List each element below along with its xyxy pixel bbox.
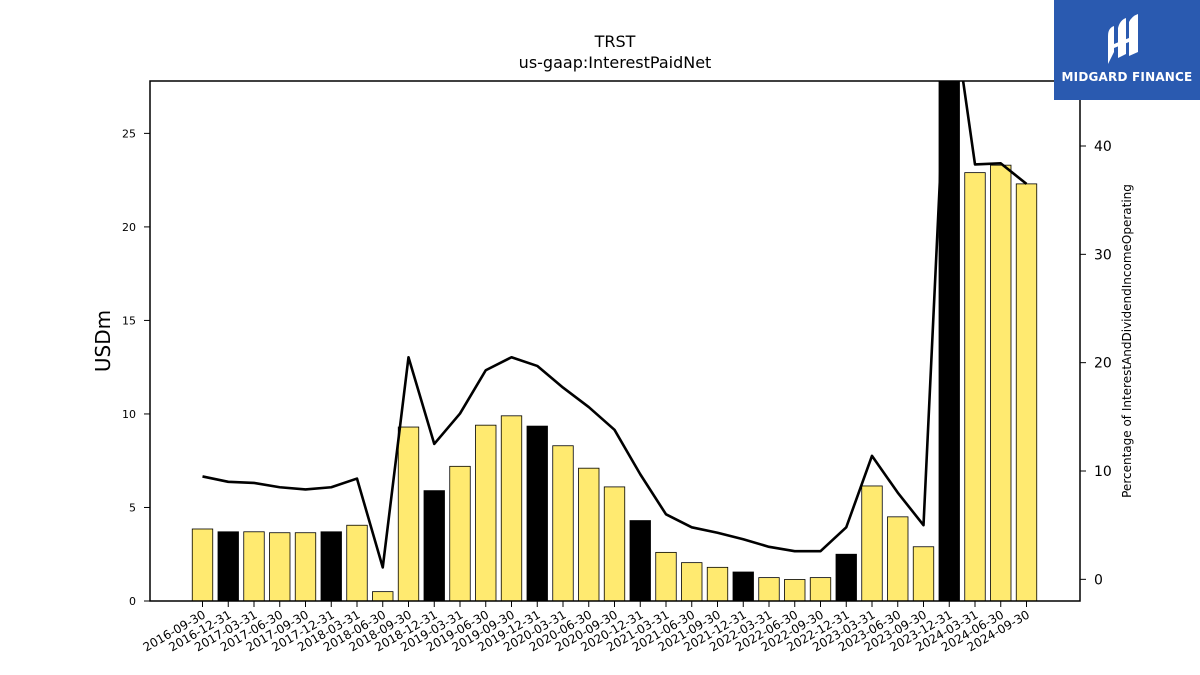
- chart-title: TRST: [594, 32, 636, 51]
- bar-series: [191, 81, 1038, 601]
- left-tick-label: 15: [122, 314, 136, 327]
- bar-2019-09-30: [500, 415, 523, 601]
- brand-logo: MIDGARD FINANCE: [1054, 0, 1200, 100]
- bar-2018-06-30: [372, 591, 394, 601]
- left-tick-label: 5: [129, 501, 136, 514]
- bar-2017-03-31: [243, 531, 265, 601]
- bar-2021-12-31: [732, 571, 754, 601]
- bar-2018-03-31: [346, 524, 368, 601]
- right-tick-label: 10: [1094, 464, 1112, 480]
- bar-2024-09-30: [1015, 183, 1038, 601]
- bar-2023-03-31: [861, 485, 883, 601]
- bar-2020-12-31: [629, 520, 651, 601]
- bar-2018-09-30: [397, 426, 420, 601]
- bar-2021-03-31: [655, 551, 677, 601]
- bar-2023-12-31: [938, 81, 960, 601]
- x-axis: 2016-09-302016-12-312017-03-312017-06-30…: [141, 601, 1032, 654]
- bar-2016-09-30: [191, 528, 214, 601]
- left-axis: 0 5 10 15 20 25: [122, 127, 150, 608]
- bar-2020-06-30: [578, 467, 600, 601]
- bar-2020-03-31: [552, 445, 574, 601]
- left-tick-label: 10: [122, 408, 136, 421]
- midgard-logo-icon: [1108, 14, 1138, 64]
- line-path: [202, 81, 1028, 569]
- bar-2019-03-31: [449, 465, 471, 601]
- bar-2019-06-30: [475, 424, 497, 601]
- left-tick-label: 0: [129, 595, 136, 608]
- bar-2022-06-30: [784, 579, 806, 601]
- bar-2024-06-30: [990, 164, 1012, 601]
- bar-2017-12-31: [320, 531, 342, 601]
- right-axis: 0 10 20 30 40: [1080, 139, 1112, 588]
- bar-2023-09-30: [912, 546, 935, 601]
- line-series: [202, 81, 1028, 569]
- bar-2020-09-30: [603, 486, 626, 601]
- bar-2021-06-30: [681, 562, 703, 601]
- bar-2019-12-31: [526, 425, 548, 601]
- y-axis-label: USDm: [91, 310, 115, 372]
- y2-axis-label: Percentage of InterestAndDividendIncomeO…: [1120, 184, 1134, 498]
- bar-2017-09-30: [294, 532, 317, 601]
- bar-2022-12-31: [835, 553, 857, 601]
- chart-subtitle: us-gaap:InterestPaidNet: [518, 53, 712, 72]
- bar-2018-12-31: [423, 490, 445, 601]
- right-tick-label: 0: [1094, 572, 1103, 588]
- left-tick-label: 25: [122, 127, 136, 140]
- right-tick-label: 20: [1094, 356, 1112, 372]
- bar-2016-12-31: [217, 531, 239, 601]
- brand-name: MIDGARD FINANCE: [1061, 70, 1193, 84]
- bar-2021-09-30: [706, 566, 729, 601]
- bar-2017-06-30: [269, 532, 291, 601]
- right-tick-label: 40: [1094, 139, 1112, 155]
- bar-2024-03-31: [964, 172, 986, 601]
- bar-2022-03-31: [758, 577, 780, 601]
- bar-2023-06-30: [887, 516, 909, 601]
- bar-2022-09-30: [809, 577, 832, 601]
- right-tick-label: 30: [1094, 247, 1112, 263]
- left-tick-label: 20: [122, 221, 136, 234]
